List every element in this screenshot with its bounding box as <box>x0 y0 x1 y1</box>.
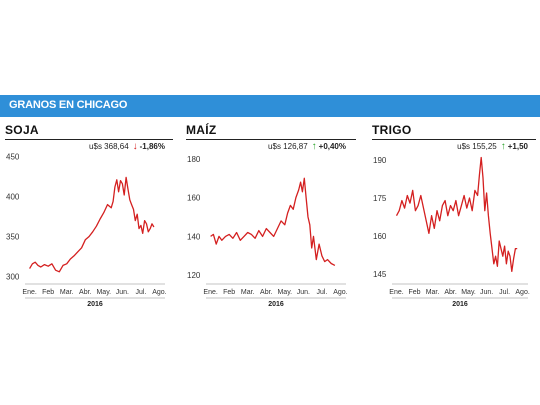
price-label: u$s 126,87 <box>268 142 308 151</box>
x-tick-label: Abr. <box>260 289 273 296</box>
y-tick-label: 120 <box>187 271 201 280</box>
change-label: -1,86% <box>139 142 165 151</box>
price-readout: u$s 126,87 ↑ +0,40% <box>268 141 346 152</box>
title-divider <box>372 139 536 140</box>
y-tick-label: 180 <box>187 155 201 164</box>
section-banner: GRANOS EN CHICAGO <box>0 95 540 117</box>
y-tick-label: 140 <box>187 232 201 241</box>
chart-title: MAÍZ <box>186 123 217 137</box>
y-tick-label: 190 <box>373 156 387 165</box>
price-readout: u$s 155,25 ↑ +1,50 <box>457 141 528 152</box>
price-label: u$s 368,64 <box>89 142 129 151</box>
x-tick-label: Feb <box>42 289 54 296</box>
title-divider <box>186 139 356 140</box>
x-tick-label: May. <box>96 289 111 296</box>
line-chart: 300 350 400 450 Ene. Feb Mar. Abr. May. Jun. Jul. A… <box>6 153 167 308</box>
price-label: u$s 155,25 <box>457 142 497 151</box>
chart-panel-maiz: MAÍZ u$s 126,87 ↑ +0,40% 120 140 160 180 Ene. Feb… <box>186 117 356 327</box>
x-tick-label: Feb <box>408 289 420 296</box>
title-divider <box>5 139 173 140</box>
y-tick-label: 175 <box>373 194 387 203</box>
x-tick-label: Jul. <box>316 289 327 296</box>
y-tick-label: 160 <box>373 232 387 241</box>
x-tick-label: Ago. <box>333 289 347 296</box>
x-tick-label: Jun. <box>297 289 310 296</box>
chart-title: TRIGO <box>372 123 412 137</box>
x-tick-label: Abr. <box>79 289 92 296</box>
price-readout: u$s 368,64 ↓ -1,86% <box>89 141 165 152</box>
year-label: 2016 <box>452 301 468 308</box>
series-line <box>395 156 518 273</box>
arrow-up-icon: ↑ <box>311 141 317 152</box>
line-chart: 120 140 160 180 Ene. Feb Mar. Abr. May. Jun. Jul. A… <box>187 155 348 308</box>
series-line <box>210 177 336 266</box>
change-label: +0,40% <box>318 142 346 151</box>
x-tick-label: Jul. <box>499 289 510 296</box>
x-tick-label: Ene. <box>389 289 403 296</box>
x-tick-label: May. <box>461 289 476 296</box>
y-tick-label: 400 <box>6 193 20 202</box>
x-tick-label: Jun. <box>116 289 129 296</box>
x-tick-label: Mar. <box>60 289 74 296</box>
x-tick-label: Mar. <box>241 289 255 296</box>
change-label: +1,50 <box>507 142 528 151</box>
x-tick-label: Jul. <box>135 289 146 296</box>
line-chart: 145 160 175 190 Ene. Feb Mar. Abr. May. Jun. Jul. A… <box>373 156 530 308</box>
x-tick-label: Ene. <box>22 289 36 296</box>
year-label: 2016 <box>268 301 284 308</box>
x-tick-label: Abr. <box>444 289 457 296</box>
x-tick-label: Feb <box>223 289 235 296</box>
year-label: 2016 <box>87 301 103 308</box>
x-tick-label: Ago. <box>152 289 166 296</box>
series-line <box>29 176 155 273</box>
x-tick-label: Ene. <box>203 289 217 296</box>
y-tick-label: 450 <box>6 153 20 162</box>
y-tick-label: 160 <box>187 194 201 203</box>
x-tick-label: Jun. <box>480 289 493 296</box>
chart-panel-trigo: TRIGO u$s 155,25 ↑ +1,50 145 160 175 190 Ene. Feb… <box>372 117 536 327</box>
arrow-down-icon: ↓ <box>132 141 138 152</box>
arrow-up-icon: ↑ <box>500 141 506 152</box>
chart-title: SOJA <box>5 123 39 137</box>
chart-panel-soja: SOJA u$s 368,64 ↓ -1,86% 300 350 400 450 Ene. Feb… <box>5 117 173 327</box>
y-tick-label: 300 <box>6 273 20 282</box>
x-tick-label: May. <box>277 289 292 296</box>
x-tick-label: Mar. <box>426 289 440 296</box>
section-title: GRANOS EN CHICAGO <box>9 99 128 111</box>
x-tick-label: Ago. <box>515 289 529 296</box>
y-tick-label: 350 <box>6 233 20 242</box>
y-tick-label: 145 <box>373 270 387 279</box>
